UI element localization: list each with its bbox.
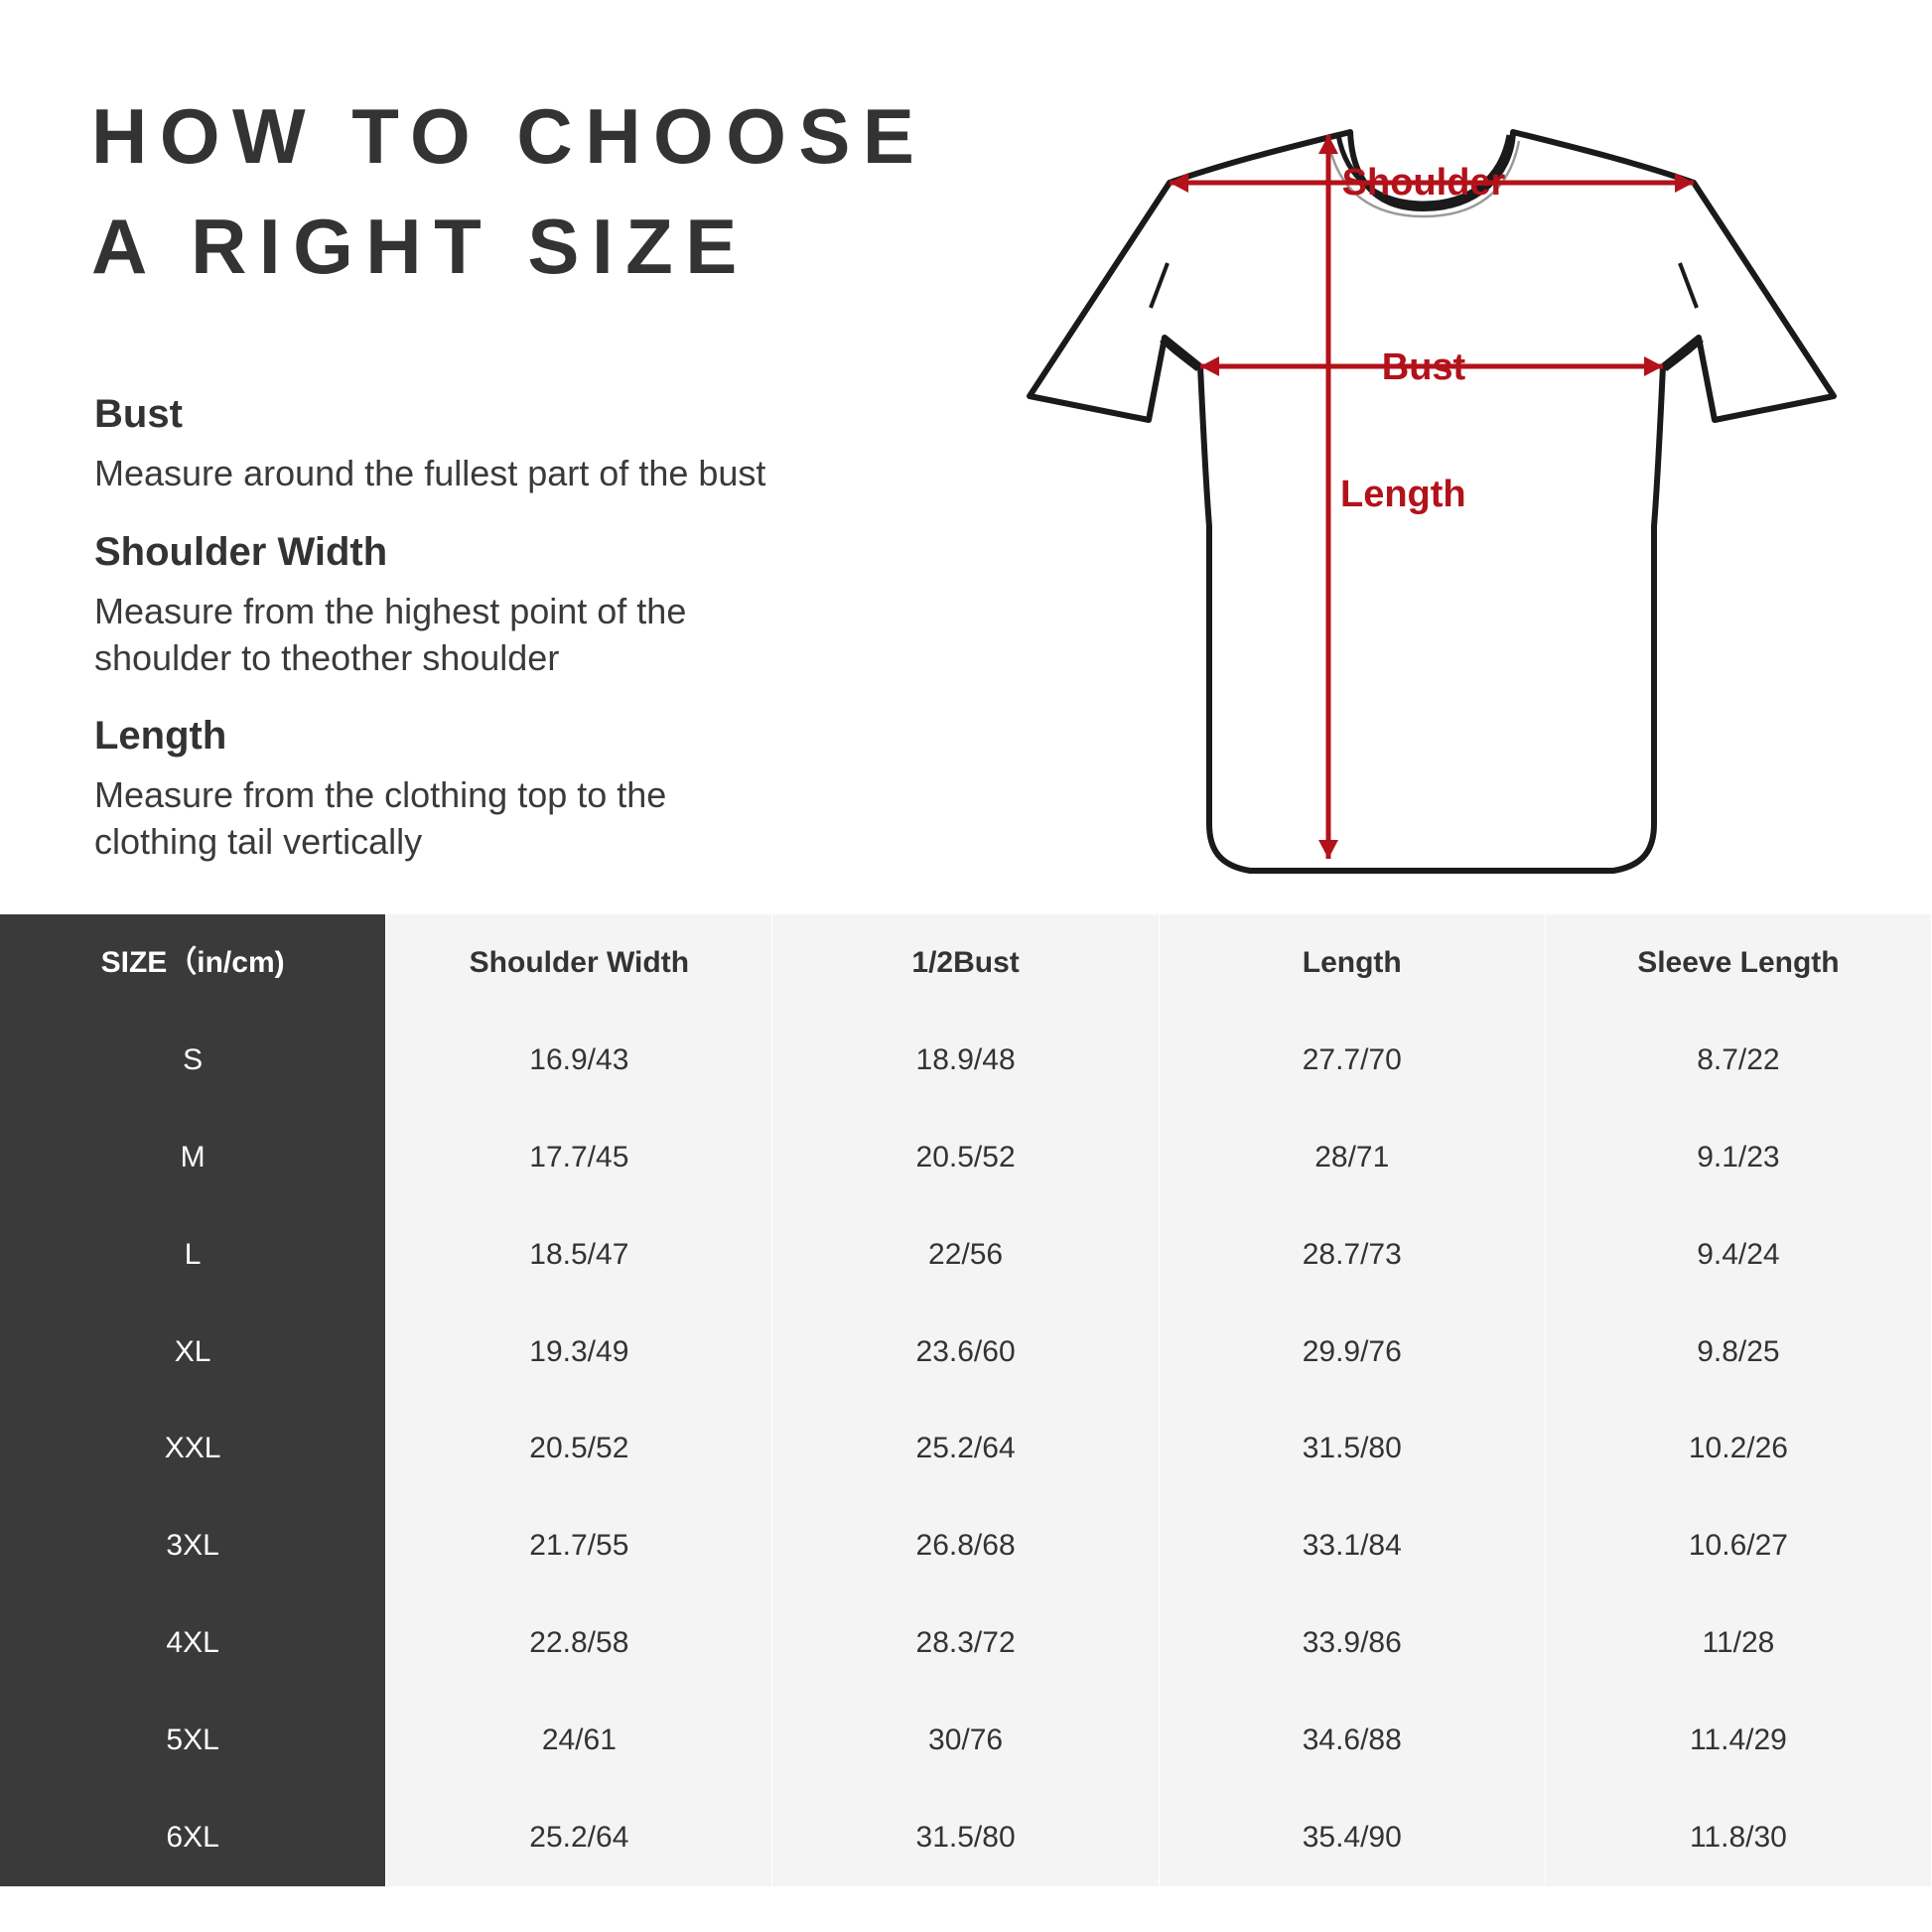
- svg-text:Bust: Bust: [1382, 346, 1466, 388]
- svg-text:Shoulder: Shoulder: [1342, 162, 1506, 204]
- svg-text:Length: Length: [1340, 474, 1466, 515]
